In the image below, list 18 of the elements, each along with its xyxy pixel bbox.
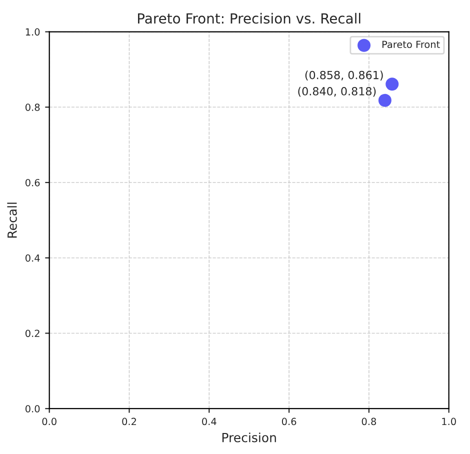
y-tick-label: 0.6 [26, 178, 40, 186]
x-tick-label: 0.0 [42, 418, 56, 426]
x-tick-label: 0.4 [202, 418, 216, 426]
y-tick-label: 0.2 [26, 330, 40, 338]
annotation: (0.858, 0.861) [305, 70, 383, 81]
x-tick-label: 0.6 [282, 418, 296, 426]
x-tick-label: 0.2 [122, 418, 136, 426]
x-axis-title: Precision [222, 432, 276, 442]
x-tick-label: 0.8 [362, 418, 376, 426]
y-axis-title: Recall [7, 202, 17, 238]
annotation: (0.840, 0.818) [298, 86, 376, 97]
x-tick-label: 1.0 [442, 418, 456, 426]
chart-title: Pareto Front: Precision vs. Recall [138, 12, 360, 24]
y-tick-label: 1.0 [26, 28, 40, 36]
legend-label: Pareto Front [382, 40, 440, 48]
y-tick-label: 0.8 [26, 104, 40, 111]
y-tick-label: 0.4 [26, 254, 40, 262]
y-tick-label: 0.0 [26, 405, 40, 412]
